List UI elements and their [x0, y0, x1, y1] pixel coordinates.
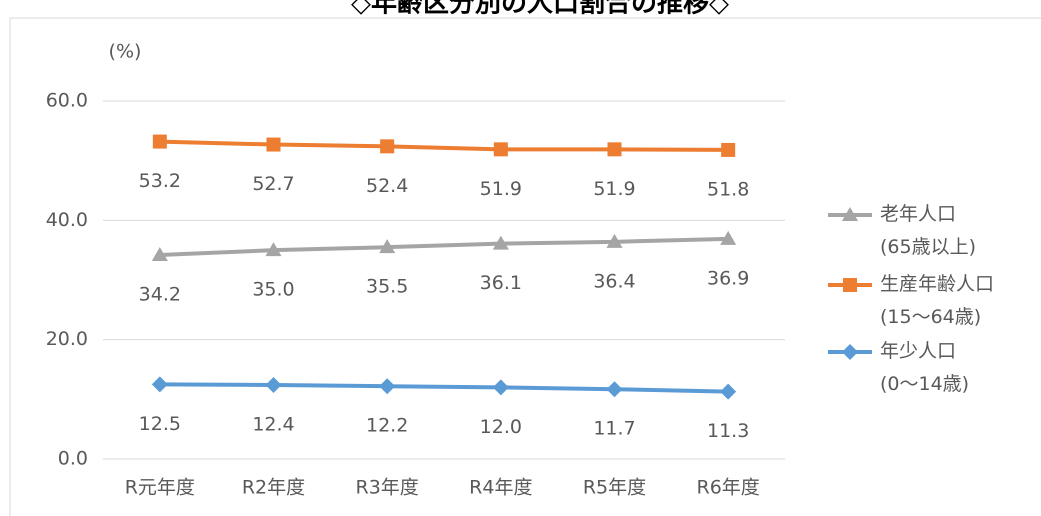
- marker: [606, 381, 623, 398]
- y-tick-label: 0.0: [58, 448, 88, 470]
- marker: [380, 139, 395, 154]
- y-unit: (%): [109, 41, 142, 63]
- marker: [607, 142, 622, 157]
- x-tick-label: R2年度: [242, 477, 305, 499]
- data-label: 51.9: [480, 178, 522, 200]
- data-label: 12.5: [139, 413, 181, 435]
- data-label: 35.0: [252, 279, 294, 301]
- marker: [842, 207, 858, 221]
- marker: [152, 134, 167, 149]
- legend-label: 生産年齢人口 (15～64歳): [880, 273, 995, 328]
- data-label: 12.4: [252, 414, 294, 436]
- marker: [606, 233, 623, 248]
- legend-label: 年少人口 (0～14歳): [880, 340, 970, 395]
- marker: [379, 239, 396, 254]
- data-label: 36.4: [593, 270, 635, 292]
- series-line: [159, 139, 729, 152]
- marker: [151, 246, 168, 261]
- marker: [151, 376, 168, 393]
- y-tick-label: 20.0: [46, 328, 88, 350]
- marker: [721, 142, 736, 157]
- data-label: 36.1: [480, 272, 522, 294]
- y-tick-label: 40.0: [46, 209, 88, 231]
- chart-frame: [9, 17, 1041, 516]
- y-tick-label: 60.0: [46, 90, 88, 112]
- marker: [492, 235, 509, 250]
- marker: [265, 242, 282, 257]
- marker: [842, 344, 858, 360]
- data-label: 52.7: [252, 173, 294, 195]
- data-label: 12.0: [480, 416, 522, 438]
- data-label: 51.8: [707, 178, 749, 200]
- data-label: 36.9: [707, 267, 749, 289]
- data-label: 53.2: [139, 170, 181, 192]
- x-tick-label: R3年度: [356, 477, 419, 499]
- x-tick-label: R5年度: [583, 477, 646, 499]
- x-tick-label: R元年度: [125, 477, 195, 499]
- marker: [720, 230, 737, 245]
- data-label: 11.7: [593, 418, 635, 440]
- data-label: 34.2: [139, 283, 181, 305]
- marker: [266, 137, 281, 152]
- marker: [720, 383, 737, 400]
- marker: [843, 278, 857, 292]
- data-label: 52.4: [366, 175, 408, 197]
- data-label: 51.9: [593, 178, 635, 200]
- data-label: 11.3: [707, 420, 749, 442]
- series-line: [159, 236, 729, 257]
- marker: [493, 142, 508, 157]
- data-label: 12.2: [366, 415, 408, 437]
- marker: [492, 379, 509, 396]
- chart-title: ◇年齢区分別の人口割合の推移◇: [351, 0, 729, 19]
- series-line: [159, 382, 729, 394]
- x-tick-label: R4年度: [469, 477, 532, 499]
- data-label: 35.5: [366, 276, 408, 298]
- marker: [379, 378, 396, 395]
- marker: [265, 377, 282, 394]
- x-tick-label: R6年度: [697, 477, 760, 499]
- legend-label: 老年人口 (65歳以上): [880, 203, 977, 258]
